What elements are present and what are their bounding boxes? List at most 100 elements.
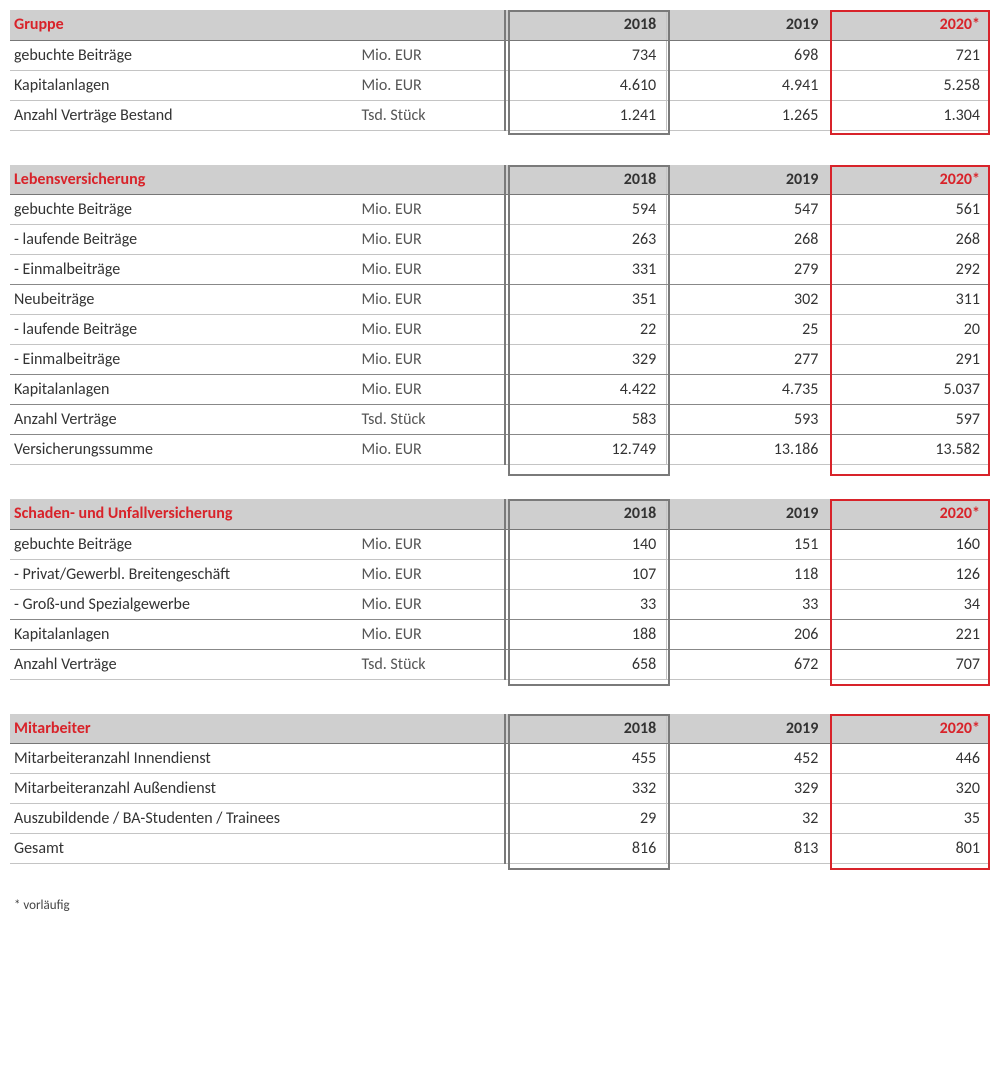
cell-y20: 126 <box>828 559 990 589</box>
section-title: Gruppe <box>10 10 505 40</box>
section-title: Schaden- und Unfallversicherung <box>10 499 505 529</box>
cell-y18: 331 <box>505 255 667 285</box>
row-label: - Groß-und Spezialgewerbe <box>10 589 354 619</box>
cell-y20: 291 <box>828 345 990 375</box>
cell-y19: 813 <box>667 834 829 864</box>
cell-y19: 452 <box>667 744 829 774</box>
footnote: * vorläufig <box>10 898 990 913</box>
row-label: - laufende Beiträge <box>10 225 354 255</box>
cell-y20: 20 <box>828 315 990 345</box>
cell-y19: 13.186 <box>667 435 829 465</box>
cell-y18: 594 <box>505 195 667 225</box>
data-table: Gruppe201820192020*gebuchte BeiträgeMio.… <box>10 10 990 131</box>
row-label: Kapitalanlagen <box>10 70 354 100</box>
cell-y20: 160 <box>828 529 990 559</box>
row-unit: Tsd. Stück <box>354 649 506 679</box>
table-row: - Groß-und SpezialgewerbeMio. EUR333334 <box>10 589 990 619</box>
cell-y19: 118 <box>667 559 829 589</box>
row-unit: Mio. EUR <box>354 435 506 465</box>
cell-y18: 29 <box>505 804 667 834</box>
row-unit: Mio. EUR <box>354 375 506 405</box>
cell-y18: 263 <box>505 225 667 255</box>
table-row: KapitalanlagenMio. EUR4.6104.9415.258 <box>10 70 990 100</box>
table-row: Mitarbeiteranzahl Außendienst332329320 <box>10 774 990 804</box>
cell-y19: 302 <box>667 285 829 315</box>
cell-y19: 268 <box>667 225 829 255</box>
col-header-y18: 2018 <box>505 165 667 195</box>
col-header-y19: 2019 <box>667 165 829 195</box>
row-unit: Mio. EUR <box>354 225 506 255</box>
section: Mitarbeiter201820192020*Mitarbeiteranzah… <box>10 714 990 865</box>
data-table: Schaden- und Unfallversicherung201820192… <box>10 499 990 680</box>
col-header-y18: 2018 <box>505 10 667 40</box>
cell-y20: 320 <box>828 774 990 804</box>
cell-y19: 698 <box>667 40 829 70</box>
cell-y19: 25 <box>667 315 829 345</box>
cell-y18: 351 <box>505 285 667 315</box>
section: Schaden- und Unfallversicherung201820192… <box>10 499 990 680</box>
row-label: Anzahl Verträge <box>10 649 354 679</box>
col-header-y20: 2020* <box>828 165 990 195</box>
col-header-y20: 2020* <box>828 10 990 40</box>
row-label: Mitarbeiteranzahl Innendienst <box>10 744 354 774</box>
section: Lebensversicherung201820192020*gebuchte … <box>10 165 990 466</box>
cell-y20: 311 <box>828 285 990 315</box>
section-title: Lebensversicherung <box>10 165 505 195</box>
cell-y19: 593 <box>667 405 829 435</box>
cell-y18: 33 <box>505 589 667 619</box>
row-label: gebuchte Beiträge <box>10 529 354 559</box>
row-unit <box>354 744 506 774</box>
row-label: Neubeiträge <box>10 285 354 315</box>
cell-y20: 721 <box>828 40 990 70</box>
table-row: - EinmalbeiträgeMio. EUR331279292 <box>10 255 990 285</box>
cell-y18: 816 <box>505 834 667 864</box>
row-unit <box>354 774 506 804</box>
row-unit: Mio. EUR <box>354 559 506 589</box>
table-row: Anzahl VerträgeTsd. Stück658672707 <box>10 649 990 679</box>
cell-y18: 12.749 <box>505 435 667 465</box>
table-row: gebuchte BeiträgeMio. EUR734698721 <box>10 40 990 70</box>
data-table: Lebensversicherung201820192020*gebuchte … <box>10 165 990 466</box>
row-label: - Einmalbeiträge <box>10 255 354 285</box>
row-label: Gesamt <box>10 834 354 864</box>
cell-y18: 658 <box>505 649 667 679</box>
row-unit <box>354 834 506 864</box>
cell-y18: 188 <box>505 619 667 649</box>
table-row: NeubeiträgeMio. EUR351302311 <box>10 285 990 315</box>
col-header-y19: 2019 <box>667 714 829 744</box>
cell-y20: 268 <box>828 225 990 255</box>
table-row: - laufende BeiträgeMio. EUR222520 <box>10 315 990 345</box>
col-header-y19: 2019 <box>667 499 829 529</box>
row-unit: Mio. EUR <box>354 589 506 619</box>
cell-y20: 5.037 <box>828 375 990 405</box>
cell-y18: 4.422 <box>505 375 667 405</box>
cell-y20: 707 <box>828 649 990 679</box>
section: Gruppe201820192020*gebuchte BeiträgeMio.… <box>10 10 990 131</box>
table-row: Anzahl Verträge BestandTsd. Stück1.2411.… <box>10 100 990 130</box>
cell-y18: 455 <box>505 744 667 774</box>
row-label: Mitarbeiteranzahl Außendienst <box>10 774 354 804</box>
table-row: - EinmalbeiträgeMio. EUR329277291 <box>10 345 990 375</box>
section-title: Mitarbeiter <box>10 714 505 744</box>
cell-y20: 446 <box>828 744 990 774</box>
cell-y19: 277 <box>667 345 829 375</box>
row-unit <box>354 804 506 834</box>
cell-y20: 13.582 <box>828 435 990 465</box>
row-label: Versicherungssumme <box>10 435 354 465</box>
row-unit: Mio. EUR <box>354 195 506 225</box>
cell-y18: 583 <box>505 405 667 435</box>
table-row: Anzahl VerträgeTsd. Stück583593597 <box>10 405 990 435</box>
row-label: - Einmalbeiträge <box>10 345 354 375</box>
row-label: - laufende Beiträge <box>10 315 354 345</box>
cell-y20: 292 <box>828 255 990 285</box>
table-row: gebuchte BeiträgeMio. EUR594547561 <box>10 195 990 225</box>
cell-y19: 547 <box>667 195 829 225</box>
col-header-y19: 2019 <box>667 10 829 40</box>
cell-y20: 35 <box>828 804 990 834</box>
cell-y18: 332 <box>505 774 667 804</box>
cell-y20: 221 <box>828 619 990 649</box>
row-label: gebuchte Beiträge <box>10 40 354 70</box>
row-unit: Mio. EUR <box>354 255 506 285</box>
col-header-y20: 2020* <box>828 499 990 529</box>
row-unit: Mio. EUR <box>354 40 506 70</box>
